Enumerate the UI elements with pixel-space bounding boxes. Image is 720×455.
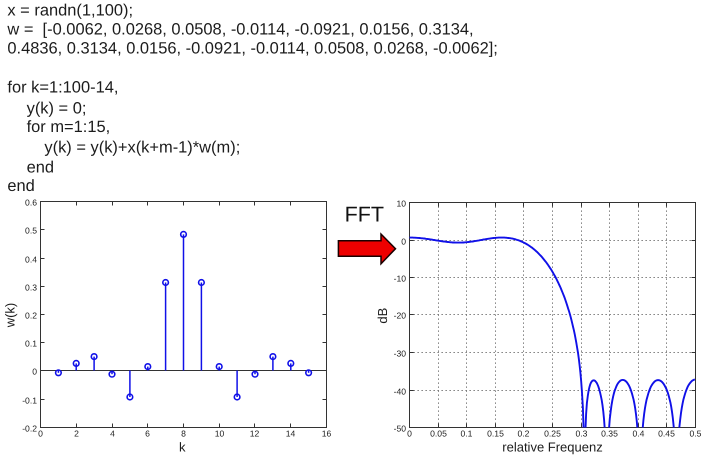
svg-text:10: 10 bbox=[396, 198, 406, 208]
svg-text:w = [-0.0062, 0.0268, 0.0508,: w = [-0.0062, 0.0268, 0.0508, -0.0114, -… bbox=[6, 20, 473, 38]
svg-text:end: end bbox=[27, 159, 54, 177]
svg-text:-0.1: -0.1 bbox=[22, 395, 37, 405]
svg-text:0: 0 bbox=[407, 429, 412, 439]
svg-text:6: 6 bbox=[145, 429, 150, 439]
svg-text:FFT: FFT bbox=[345, 203, 384, 227]
svg-text:12: 12 bbox=[250, 429, 260, 439]
svg-text:y(k) = y(k)+x(k+m-1)*w(m);: y(k) = y(k)+x(k+m-1)*w(m); bbox=[44, 138, 240, 156]
svg-text:0.5: 0.5 bbox=[25, 225, 37, 235]
svg-text:0.35: 0.35 bbox=[601, 429, 618, 439]
svg-text:0.4836, 0.3134, 0.0156, -0.092: 0.4836, 0.3134, 0.0156, -0.0921, -0.0114… bbox=[7, 39, 497, 57]
svg-text:relative Frequenz: relative Frequenz bbox=[502, 440, 602, 455]
svg-text:-50: -50 bbox=[394, 423, 407, 433]
svg-text:0.25: 0.25 bbox=[544, 429, 561, 439]
svg-text:x = randn(1,100);: x = randn(1,100); bbox=[7, 1, 133, 19]
svg-text:k: k bbox=[179, 440, 186, 455]
svg-text:for k=1:100-14,: for k=1:100-14, bbox=[7, 78, 118, 96]
svg-text:0: 0 bbox=[32, 366, 37, 376]
svg-text:16: 16 bbox=[322, 429, 332, 439]
svg-text:4: 4 bbox=[110, 429, 115, 439]
svg-text:for m=1:15,: for m=1:15, bbox=[27, 118, 111, 136]
svg-text:0.15: 0.15 bbox=[487, 429, 504, 439]
svg-text:0.4: 0.4 bbox=[25, 254, 37, 264]
svg-text:-20: -20 bbox=[394, 310, 407, 320]
svg-text:0.1: 0.1 bbox=[25, 338, 37, 348]
svg-text:-0.2: -0.2 bbox=[22, 423, 37, 433]
svg-text:y(k) = 0;: y(k) = 0; bbox=[27, 99, 87, 117]
svg-text:dB: dB bbox=[375, 308, 390, 324]
svg-text:0.3: 0.3 bbox=[576, 429, 588, 439]
svg-text:0.45: 0.45 bbox=[658, 429, 675, 439]
svg-text:end: end bbox=[7, 177, 34, 195]
svg-text:0.6: 0.6 bbox=[25, 197, 37, 207]
svg-text:10: 10 bbox=[215, 429, 225, 439]
svg-text:0.2: 0.2 bbox=[518, 429, 530, 439]
svg-text:0: 0 bbox=[38, 429, 43, 439]
svg-text:0.5: 0.5 bbox=[690, 429, 702, 439]
svg-text:w(k): w(k) bbox=[3, 303, 18, 329]
svg-text:0.2: 0.2 bbox=[25, 310, 37, 320]
svg-text:0.4: 0.4 bbox=[633, 429, 645, 439]
svg-text:0.3: 0.3 bbox=[25, 282, 37, 292]
svg-text:0.1: 0.1 bbox=[461, 429, 473, 439]
svg-text:-30: -30 bbox=[394, 348, 407, 358]
svg-text:-10: -10 bbox=[394, 273, 407, 283]
svg-text:2: 2 bbox=[74, 429, 79, 439]
svg-text:0.05: 0.05 bbox=[430, 429, 447, 439]
svg-text:0: 0 bbox=[401, 236, 406, 246]
svg-text:14: 14 bbox=[286, 429, 296, 439]
svg-text:8: 8 bbox=[181, 429, 186, 439]
svg-text:-40: -40 bbox=[394, 386, 407, 396]
